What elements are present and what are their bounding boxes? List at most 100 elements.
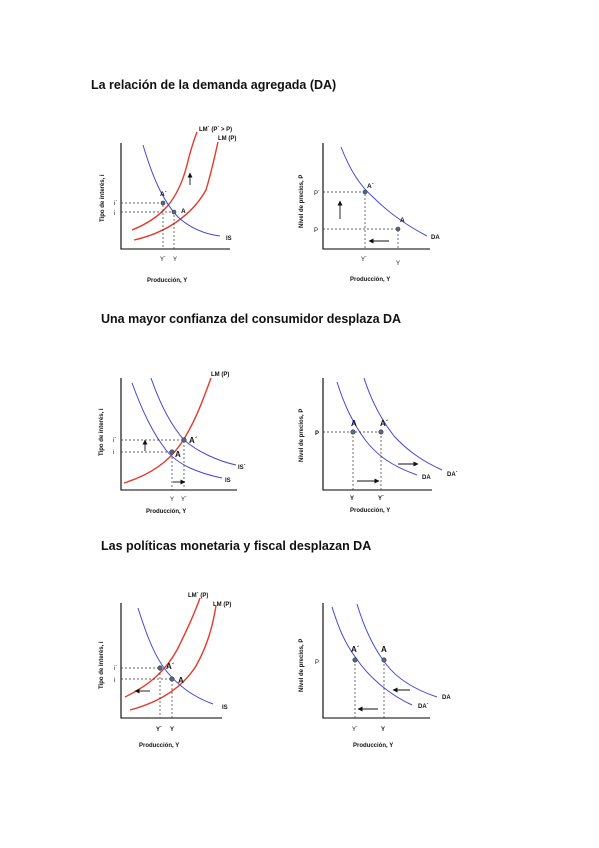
s3-right-point-a-prime	[352, 657, 358, 663]
s1-left-ytick-i-prime: i´	[114, 201, 117, 207]
s1-right-xtick-y-prime: Y´	[361, 257, 367, 263]
s2-lm-label: LM (P)	[211, 372, 229, 378]
s3-right-point-a	[381, 657, 387, 663]
s3-right-xlabel: Producción, Y	[353, 743, 393, 749]
s2-left-xtick-y: Y	[170, 497, 174, 503]
s1-left-point-a	[171, 209, 177, 215]
s1-left-guides	[121, 202, 175, 249]
section-title-2: Una mayor confianza del consumidor despl…	[101, 312, 402, 326]
s2-left-point-a-label: A	[175, 450, 181, 459]
s2-is-prime-label: IS´	[238, 465, 246, 471]
s1-left-ytick-i: i	[114, 211, 115, 217]
s3-right-xtick-y-prime: Y´	[352, 727, 358, 733]
s3-left-point-a-label: A	[178, 676, 184, 685]
s1-left-xtick-y: Y	[173, 257, 177, 263]
s1-left-point-a-prime	[160, 200, 166, 206]
s1-right-xtick-y: Y	[396, 261, 400, 267]
s1-lm-prime-label: LM´ (P´ > P)	[199, 127, 232, 133]
s1-left-point-a-label: A	[181, 208, 186, 215]
s3-da-label: DA	[442, 695, 451, 701]
section-title-3: Las políticas monetaria y fiscal desplaz…	[101, 539, 372, 553]
s2-da-prime-label: DA´	[447, 472, 458, 478]
s3-left-ytick-i: i	[114, 678, 115, 684]
s1-left-xtick-y-prime: Y´	[160, 257, 166, 263]
s3-right-ylabel: Nivel de precios, P	[299, 639, 305, 692]
s2-right-point-a-label: A	[351, 419, 357, 428]
s2-right-ytick-p: P	[315, 431, 319, 437]
s3-left-ytick-i-prime: i´	[114, 666, 117, 672]
s1-right-ylabel: Nivel de precios, P	[299, 175, 305, 228]
s2-left-ytick-i: i	[113, 450, 114, 456]
s2-islm-chart: LM (P) IS´ IS A´ A i´ i Y Y´ Producción,…	[99, 372, 246, 515]
s2-right-xtick-y: Y	[350, 496, 354, 502]
s3-left-xtick-y: Y	[170, 727, 174, 733]
s2-right-axes	[322, 378, 432, 491]
s1-right-guides	[323, 191, 399, 249]
s2-left-guides	[121, 439, 185, 490]
s1-right-ytick-p-prime: P´	[314, 191, 320, 197]
s3-is-label: IS	[222, 705, 228, 711]
s2-left-ylabel: Tipo de interés, i	[99, 408, 105, 456]
s2-left-point-a-prime-label: A´	[189, 436, 198, 445]
s1-islm-chart: LM´ (P´ > P) LM (P) IS A´ A i´ i Y´ Y Pr…	[100, 127, 236, 284]
s2-lm-curve	[123, 377, 212, 484]
s2-right-point-a-prime	[378, 429, 384, 435]
s1-da-chart: DA A´ A P´ P Y´ Y Producción, Y Nivel de…	[299, 143, 440, 283]
s1-left-xlabel: Producción, Y	[147, 278, 187, 284]
s3-da-chart: DA DA´ A´ A P Y´ Y Producción, Y Nivel d…	[299, 603, 451, 749]
s1-right-point-a-prime	[362, 189, 368, 195]
s1-left-ylabel: Tipo de interés, i	[100, 174, 106, 222]
s2-right-xlabel: Producción, Y	[350, 508, 390, 514]
section-title-1: La relación de la demanda agregada (DA)	[91, 78, 337, 92]
s3-lm-prime-label: LM´ (P)	[188, 593, 208, 599]
s1-da-label: DA	[431, 235, 440, 241]
s2-right-xtick-y-prime: Y´	[378, 496, 384, 502]
s2-is-label: IS	[225, 478, 231, 484]
s2-da-prime-curve	[363, 377, 443, 471]
s1-right-point-a	[395, 226, 401, 232]
s2-right-point-a-prime-label: A´	[380, 419, 389, 428]
s2-right-point-a	[350, 429, 356, 435]
s2-left-xtick-y-prime: Y´	[181, 497, 187, 503]
s1-right-point-a-label: A	[400, 217, 405, 224]
s3-right-axes	[322, 603, 430, 719]
s1-left-point-a-prime-label: A´	[160, 191, 167, 198]
s3-islm-chart: LM´ (P) LM (P) IS A´ A i´ i Y´ Y Producc…	[99, 593, 231, 749]
s1-right-point-a-prime-label: A´	[367, 183, 374, 190]
s3-right-point-a-prime-label: A´	[351, 645, 360, 654]
s3-left-ylabel: Tipo de interés, i	[99, 641, 105, 689]
s3-da-prime-label: DA´	[418, 704, 429, 710]
s2-left-ytick-i-prime: i´	[113, 438, 116, 444]
s1-lm-label: LM (P)	[218, 136, 236, 142]
s2-is-curve	[131, 382, 223, 479]
s3-left-point-a-prime	[157, 665, 163, 671]
s3-left-xlabel: Producción, Y	[139, 743, 179, 749]
s3-right-guides	[354, 660, 385, 718]
s2-left-point-a	[169, 449, 175, 455]
s2-da-chart: DA´ DA A A´ P Y Y´ Producción, Y Nivel d…	[299, 377, 458, 514]
s3-lm-curve	[129, 605, 217, 711]
s2-left-point-a-prime	[181, 437, 187, 443]
s3-left-point-a	[169, 676, 175, 682]
s1-is-curve	[142, 144, 221, 237]
s3-lm-label: LM (P)	[213, 602, 231, 608]
s1-right-xlabel: Producción, Y	[350, 277, 390, 283]
s3-is-curve	[137, 607, 214, 705]
s2-da-label: DA	[422, 475, 431, 481]
s1-is-label: IS	[226, 236, 232, 242]
s3-right-point-a-label: A	[381, 645, 387, 654]
s2-left-axes	[120, 378, 237, 491]
s3-right-xtick-y: Y	[381, 727, 385, 733]
s3-left-guides	[121, 667, 173, 718]
s3-right-ytick-p: P	[315, 660, 319, 666]
s1-left-axes	[120, 143, 230, 250]
s1-lm-curve	[133, 141, 219, 241]
s3-left-point-a-prime-label: A´	[166, 662, 175, 671]
s1-da-curve	[340, 146, 428, 237]
s1-right-ytick-p: P	[314, 228, 318, 234]
s1-lm-prime-curve	[131, 131, 198, 231]
s3-left-xtick-y-prime: Y´	[156, 727, 162, 733]
s3-da-curve	[356, 603, 438, 698]
s1-right-axes	[322, 143, 430, 250]
